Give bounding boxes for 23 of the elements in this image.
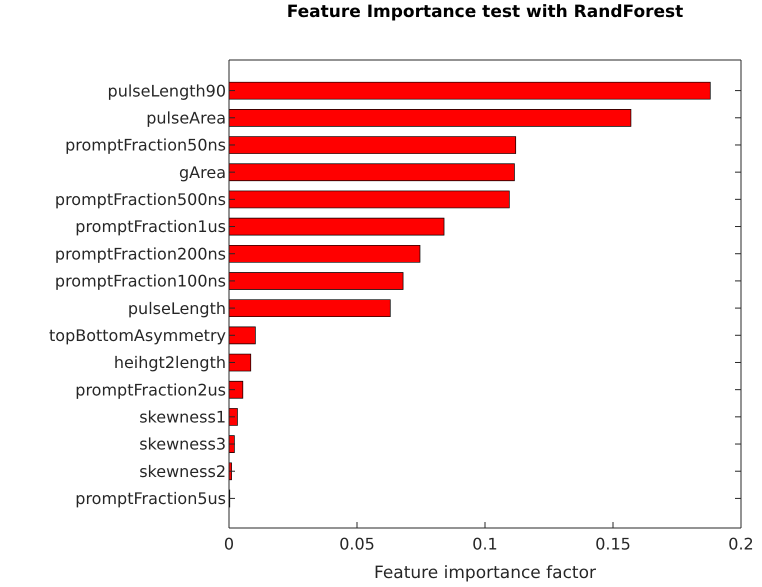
x-tick-label: 0.2	[728, 534, 754, 554]
y-tick-label: promptFraction1us	[75, 217, 226, 236]
y-tick-label: pulseArea	[146, 108, 226, 128]
y-tick-label: promptFraction200ns	[54, 244, 226, 264]
x-tick-label: 0.1	[472, 534, 498, 554]
x-tick-label: 0.05	[339, 534, 375, 554]
y-tick-label: skewness3	[139, 434, 226, 454]
y-tick-label: pulseLength90	[108, 81, 226, 100]
y-tick-label: promptFraction500ns	[54, 190, 226, 210]
chart-title: Feature Importance test with RandForest	[286, 2, 684, 22]
y-tick-label: topBottomAsymmetry	[49, 326, 226, 345]
y-tick-label: skewness1	[139, 408, 226, 427]
y-tick-label: promptFraction100ns	[54, 272, 226, 291]
y-tick-label: gArea	[179, 162, 226, 182]
x-tick-label: 0	[224, 534, 234, 554]
y-tick-label: pulseLength	[128, 298, 226, 318]
x-axis-title: Feature importance factor	[374, 563, 596, 583]
y-tick-label: promptFraction50ns	[65, 136, 226, 155]
y-tick-label: skewness2	[139, 462, 226, 481]
y-tick-label: promptFraction5us	[75, 489, 226, 508]
y-tick-label: promptFraction2us	[75, 380, 226, 400]
y-tick-label: heihgt2length	[114, 353, 226, 372]
x-tick-label: 0.15	[595, 534, 631, 554]
